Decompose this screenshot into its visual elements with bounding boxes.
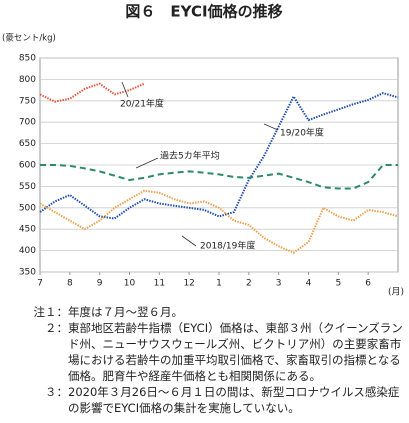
- y-tick-label: 700: [19, 118, 36, 128]
- annotation-leader: [181, 235, 197, 247]
- x-tick-label: 10: [124, 279, 136, 289]
- x-tick-label: 3: [276, 279, 282, 289]
- notes: 注１： 年度は７月～翌６月。 ２： 東部地区若齢牛指標（EYCI）価格は、東部３州（ク…: [32, 304, 404, 416]
- annotation-leader: [121, 81, 129, 98]
- x-tick-label: 5: [335, 279, 341, 289]
- note: ２： 東部地区若齢牛指標（EYCI）価格は、東部３州（クイーンズランド州、ニューサ…: [32, 320, 404, 384]
- series-annotation: 19/20年度: [280, 127, 324, 139]
- note: 注１： 年度は７月～翌６月。: [32, 304, 404, 320]
- x-tick-label: 7: [37, 279, 43, 289]
- y-tick-label: 850: [19, 54, 36, 64]
- series-line: [39, 82, 145, 103]
- series-line: [40, 164, 398, 190]
- note-text: 2020年３月26日～６月１日の間は、新型コロナウイルス感染症の影響でEYCI価…: [68, 385, 400, 415]
- y-tick-label: 800: [19, 75, 36, 85]
- x-tick-label: 6: [365, 279, 371, 289]
- y-tick-label: 750: [19, 96, 36, 106]
- annotation-leader: [135, 157, 159, 169]
- x-tick-label: 4: [306, 279, 312, 289]
- y-tick-label: 400: [19, 246, 36, 256]
- note-text: 東部地区若齢牛指標（EYCI）価格は、東部３州（クイーンズランド州、ニューサウス…: [68, 321, 403, 383]
- x-tick-label: 9: [97, 279, 103, 289]
- note-text: 年度は７月～翌６月。: [68, 305, 183, 319]
- x-tick-label: 2: [246, 279, 252, 289]
- chart: 図６ EYCI価格の推移 (豪セント/kg) (月) 350 400 450 500 5…: [2, 3, 404, 298]
- note-label: ２：: [45, 321, 68, 335]
- x-tick-label: 12: [183, 279, 194, 289]
- note: ３： 2020年３月26日～６月１日の間は、新型コロナウイルス感染症の影響でEYC…: [32, 384, 404, 416]
- series-annotation: 20/21年度: [120, 98, 164, 110]
- x-tick-label: 1: [216, 279, 222, 289]
- note-label: ３：: [45, 385, 68, 399]
- y-tick-label: 350: [19, 268, 36, 278]
- annotation-leader: [263, 123, 279, 131]
- x-tick-label: 8: [67, 279, 73, 289]
- y-tick-label: 550: [19, 182, 36, 192]
- note-label: 注１：: [33, 305, 69, 319]
- series-annotation: 2018/19年度: [200, 240, 255, 252]
- y-axis-label: (豪セント/kg): [2, 33, 56, 44]
- series-line: [39, 189, 399, 254]
- chart-title: 図６ EYCI価格の推移: [125, 3, 282, 21]
- y-tick-label: 500: [19, 203, 36, 213]
- y-tick-label: 600: [19, 161, 36, 171]
- x-tick-label: 11: [154, 279, 165, 289]
- y-tick-label: 650: [19, 139, 36, 149]
- x-axis-label: (月): [388, 287, 404, 298]
- y-tick-label: 450: [19, 225, 36, 235]
- series-line: [39, 92, 399, 220]
- series-annotation: 過去5カ年平均: [160, 150, 220, 162]
